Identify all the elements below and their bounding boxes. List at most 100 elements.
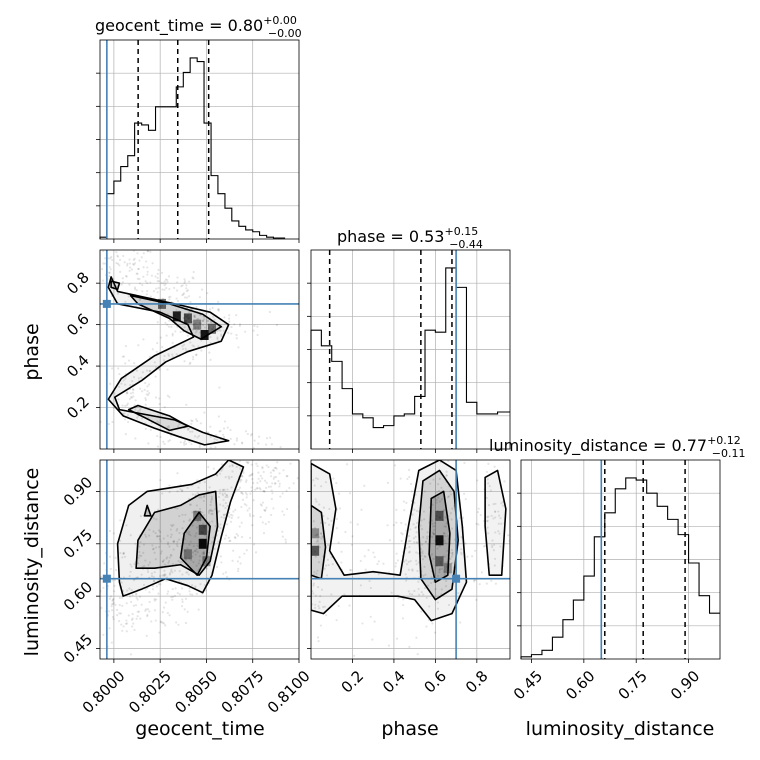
sample-point — [102, 633, 105, 636]
sample-point — [327, 523, 331, 526]
sample-point — [132, 579, 136, 582]
sample-point — [168, 439, 171, 442]
sample-point — [407, 560, 410, 563]
title-geocent-time: geocent_time = 0.80+0.00 −0.00 — [95, 14, 302, 40]
sample-point — [161, 560, 164, 563]
sample-point — [230, 486, 233, 489]
sample-point — [199, 583, 202, 586]
sample-point — [319, 595, 322, 598]
sample-point — [162, 559, 166, 562]
sample-point — [123, 412, 126, 415]
sample-point — [143, 564, 146, 568]
sample-point — [302, 499, 304, 501]
sample-point — [164, 321, 167, 324]
sample-point — [195, 564, 198, 567]
sample-point — [158, 368, 161, 371]
sample-point — [207, 551, 211, 554]
sample-point — [135, 369, 138, 372]
sample-point — [152, 575, 155, 578]
sample-point — [239, 480, 242, 483]
sample-point — [164, 624, 167, 627]
sample-point — [246, 462, 249, 465]
sample-point — [129, 266, 132, 269]
density-cell — [311, 545, 320, 556]
sample-point — [232, 549, 235, 552]
sample-point — [386, 524, 389, 527]
sample-point — [101, 250, 105, 252]
sample-point — [238, 486, 242, 489]
sample-point — [226, 426, 229, 429]
sample-point — [180, 285, 183, 288]
sample-point — [135, 272, 138, 275]
sample-point — [503, 480, 506, 483]
sample-point — [285, 507, 289, 511]
sample-point — [95, 269, 97, 271]
histogram-step — [520, 477, 720, 659]
sample-point — [241, 498, 245, 501]
sample-point — [181, 573, 184, 576]
sample-point — [257, 477, 260, 480]
histogram-step — [99, 57, 286, 239]
sample-point — [353, 654, 356, 657]
sample-point — [450, 518, 453, 521]
sample-point — [251, 472, 254, 475]
sample-point — [319, 532, 323, 535]
sample-point — [210, 540, 214, 544]
y-tick-label: 0.60 — [60, 578, 96, 614]
sample-point — [395, 637, 399, 640]
sample-point — [428, 605, 431, 608]
sample-point — [268, 310, 271, 314]
sample-point — [194, 535, 197, 538]
sample-point — [136, 410, 140, 413]
sample-point — [127, 359, 131, 362]
sample-point — [228, 515, 231, 518]
sample-point — [152, 517, 155, 520]
sample-point — [466, 555, 469, 558]
sample-point — [116, 254, 119, 257]
sample-point — [188, 557, 191, 560]
sample-point — [317, 640, 320, 643]
sample-point — [138, 595, 142, 598]
sample-point — [438, 545, 442, 548]
sample-point — [158, 397, 161, 400]
sample-point — [267, 443, 269, 445]
sample-point — [181, 513, 184, 516]
sample-point — [159, 620, 162, 623]
sample-point — [185, 290, 188, 293]
sample-point — [168, 545, 171, 548]
sample-point — [118, 603, 121, 607]
sample-point — [267, 485, 270, 488]
sample-point — [444, 541, 447, 544]
sample-point — [197, 317, 200, 321]
sample-point — [114, 556, 117, 559]
sample-point — [262, 470, 265, 474]
sample-point — [250, 434, 253, 437]
sample-point — [432, 525, 435, 528]
sample-point — [122, 625, 125, 628]
sample-point — [148, 591, 151, 594]
y-tick-label: 0.75 — [60, 526, 96, 562]
sample-point — [229, 539, 232, 542]
sample-point — [107, 422, 110, 426]
sample-point — [224, 475, 227, 479]
sample-point — [422, 510, 426, 513]
sample-point — [433, 631, 437, 634]
sample-point — [176, 472, 179, 475]
sample-point — [442, 570, 445, 573]
sample-point — [218, 430, 221, 433]
sample-point — [446, 549, 449, 552]
sample-point — [146, 390, 149, 393]
sample-point — [111, 367, 114, 370]
sample-point — [324, 564, 328, 567]
sample-point — [109, 595, 112, 598]
sample-point — [112, 406, 115, 409]
sample-point — [184, 347, 187, 350]
sample-point — [195, 305, 198, 309]
sample-point — [224, 502, 227, 505]
sample-point — [113, 584, 116, 587]
sample-point — [451, 553, 454, 556]
sample-point — [112, 597, 115, 601]
sample-point — [270, 513, 273, 517]
sample-point — [234, 508, 237, 511]
sample-point — [128, 575, 131, 578]
